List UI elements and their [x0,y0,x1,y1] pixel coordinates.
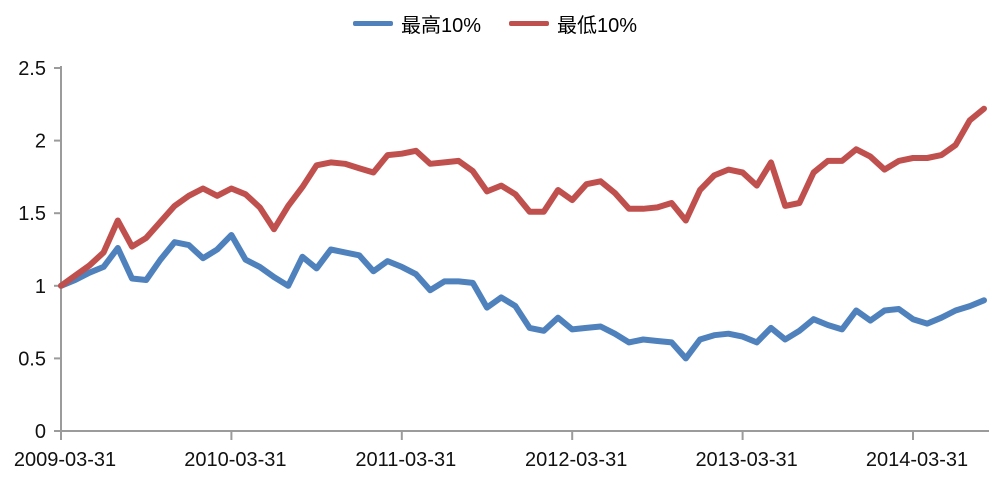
x-tick-label: 2012-03-31 [525,449,627,471]
legend-label-bottom-decile: 最低10% [557,15,638,37]
legend: 最高10% 最低10% [0,9,990,38]
legend-item-top-decile: 最高10% [352,9,481,38]
x-tick-label: 2011-03-31 [355,449,456,471]
legend-item-bottom-decile: 最低10% [509,9,637,38]
y-tick-label: 2 [35,131,46,153]
y-tick-label: 0 [35,421,46,443]
legend-line-blue-icon [352,21,393,26]
legend-line-red-icon [509,21,549,26]
y-tick-label: 1.5 [18,203,46,225]
series-line-bottom-decile [58,105,987,289]
y-tick-label: 0.5 [18,348,46,370]
series-line-top-decile [58,232,987,362]
x-tick-label: 2014-03-31 [866,449,968,471]
x-tick-label: 2010-03-31 [184,449,286,471]
y-tick-label: 2.5 [18,58,46,80]
legend-label-top-decile: 最高10% [400,15,481,37]
y-tick-label: 1 [35,276,46,298]
x-tick-label: 2009-03-31 [14,449,116,471]
x-tick-label: 2013-03-31 [695,449,797,471]
